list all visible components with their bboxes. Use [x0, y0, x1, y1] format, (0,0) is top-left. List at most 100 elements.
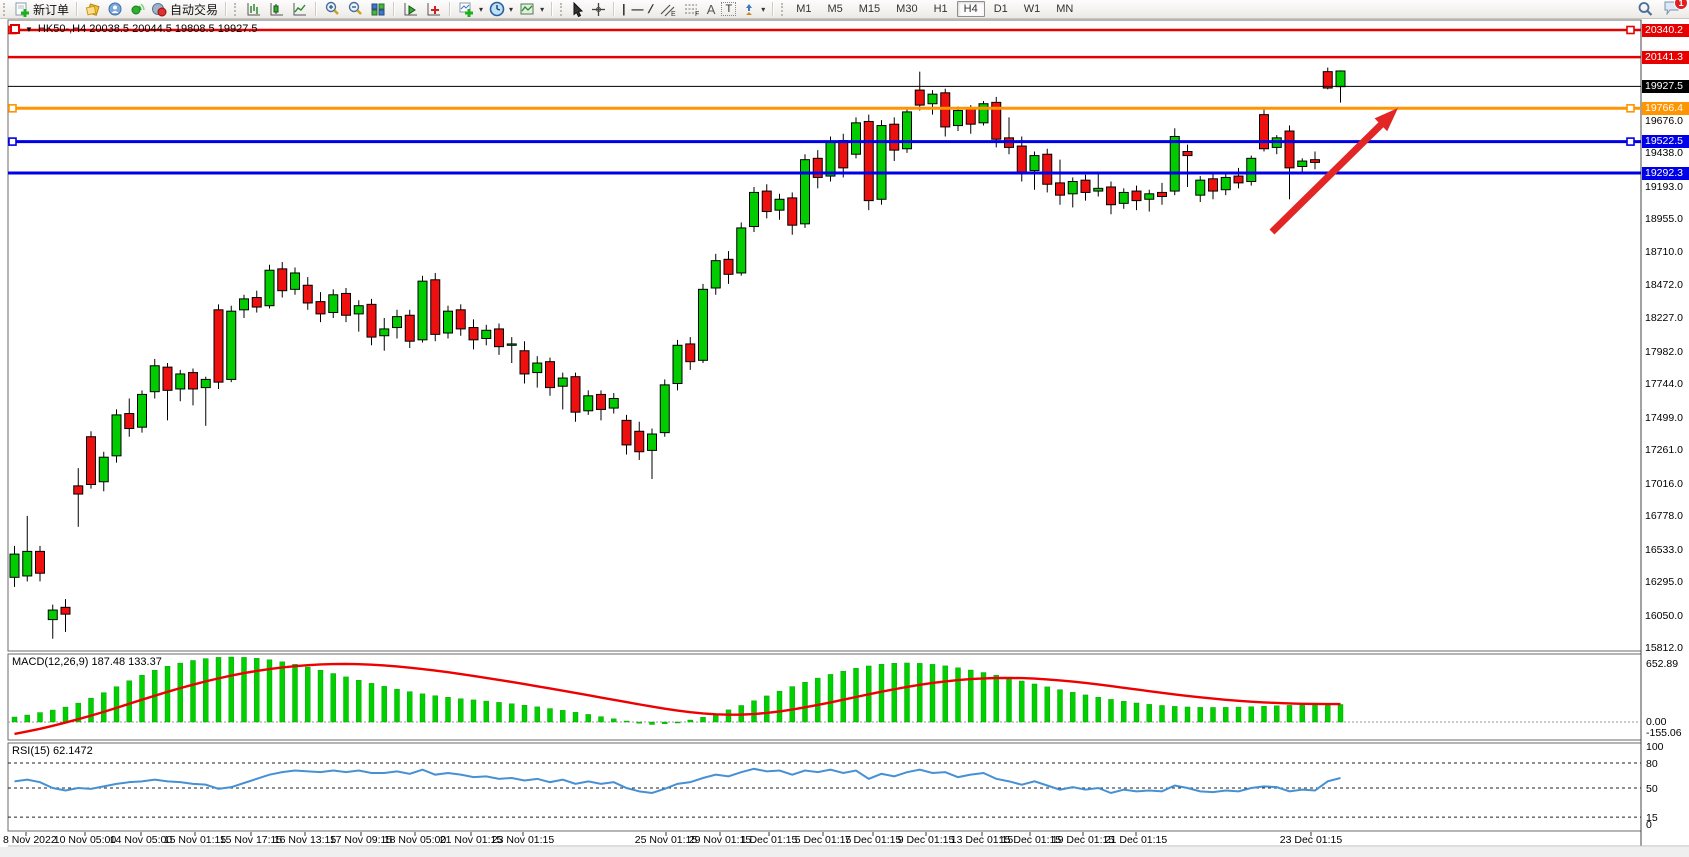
arrows-button[interactable]: ▾ — [739, 1, 768, 17]
market-watch-icon — [85, 2, 100, 16]
autotrade-button[interactable]: 自动交易 — [148, 1, 221, 17]
macd-histogram — [11, 656, 1344, 725]
add-indicator-button[interactable]: ▾ — [455, 1, 486, 17]
timeframe-button-M30[interactable]: M30 — [896, 3, 918, 15]
timeframe-button-M5[interactable]: M5 — [827, 3, 843, 15]
crosshair-button[interactable] — [588, 1, 609, 17]
line-handle-icon[interactable] — [8, 104, 17, 113]
toolbar-grip[interactable] — [234, 2, 239, 16]
line-handle-icon[interactable] — [1626, 104, 1635, 113]
main-toolbar: 新订单 自动交易 — [0, 0, 1689, 19]
timeframe-button-H1[interactable]: H1 — [933, 3, 948, 15]
macd-scale-min: -155.06 — [1646, 727, 1682, 739]
price-badge-20340.2: 20340.2 — [1642, 23, 1689, 37]
market-watch-button[interactable] — [82, 1, 104, 17]
equidistant-channel-button[interactable]: E — [656, 1, 680, 17]
timeframe-button-MN[interactable]: MN — [1056, 3, 1074, 15]
text-button[interactable]: A — [704, 1, 719, 17]
candle — [978, 103, 989, 124]
rsi-panel[interactable] — [7, 742, 1642, 832]
candle — [494, 328, 504, 348]
zoom-in-button[interactable] — [321, 1, 344, 17]
candle — [991, 101, 1002, 140]
toolbar-grip[interactable] — [781, 2, 786, 16]
candle — [698, 288, 708, 361]
toolbar-grip[interactable] — [560, 2, 565, 16]
candle — [1335, 70, 1346, 88]
candle — [481, 329, 492, 339]
candle — [200, 378, 211, 389]
chevron-down-icon: ▾ — [761, 4, 766, 14]
price-tick-label: 19193.0 — [1645, 180, 1683, 193]
candle — [417, 280, 428, 341]
line-handle-icon[interactable] — [8, 137, 17, 146]
candle — [749, 191, 759, 228]
new-window-icon — [427, 2, 441, 15]
timeframe-button-W1[interactable]: W1 — [1023, 3, 1041, 15]
time-axis-label: 15 Dec 01:15 — [998, 834, 1062, 846]
hline-handle-icon[interactable] — [10, 24, 20, 34]
timeframe-button-H4[interactable]: H4 — [956, 1, 985, 17]
new-order-button[interactable]: 新订单 — [11, 1, 72, 17]
new-window-button[interactable] — [422, 1, 445, 17]
main-price-panel[interactable] — [7, 19, 1642, 652]
time-axis-label: 23 Dec 01:15 — [1279, 834, 1343, 846]
bottom-scroll-strip[interactable] — [0, 847, 1689, 857]
zoom-out-icon — [348, 1, 362, 15]
candle — [111, 414, 122, 457]
price-badge-19927.5: 19927.5 — [1642, 79, 1689, 93]
candle — [315, 301, 326, 315]
time-axis-label: 18 Nov 05:00 — [383, 834, 447, 846]
trend-arrow-annotation[interactable] — [1269, 115, 1391, 235]
horizontal-line-button[interactable]: — — [628, 1, 646, 17]
timeframe-button-M15[interactable]: M15 — [858, 3, 881, 15]
tile-windows-button[interactable] — [367, 1, 389, 17]
line-chart-button[interactable] — [288, 1, 311, 17]
candle — [1042, 153, 1053, 185]
zoom-out-button[interactable] — [344, 1, 367, 17]
toolbar-separator — [449, 2, 452, 16]
time-axis-label: 9 Dec 01:15 — [897, 834, 955, 846]
vertical-line-button[interactable]: | — [619, 1, 628, 17]
indicator-list-button[interactable] — [399, 1, 422, 17]
line-handle-icon[interactable] — [1626, 137, 1635, 146]
price-tick-label: 18472.0 — [1645, 278, 1683, 291]
trendline-button[interactable]: / — [646, 1, 655, 17]
timeframe-button-M1[interactable]: M1 — [796, 3, 812, 15]
candle — [902, 111, 912, 150]
candle — [710, 260, 721, 289]
price-badge-20141.3: 20141.3 — [1642, 50, 1689, 64]
candle — [443, 310, 453, 334]
candle — [621, 419, 632, 446]
fibonacci-button[interactable]: F — [680, 1, 704, 17]
rsi-scale-50: 50 — [1646, 783, 1658, 795]
candle — [47, 609, 58, 621]
time-axis-label: 25 Nov 01:15 — [634, 834, 698, 846]
autotrade-icon — [152, 2, 167, 16]
text-label-icon: T — [721, 2, 737, 16]
candle — [1016, 145, 1027, 173]
line-chart-icon — [293, 2, 307, 15]
search-icon[interactable] — [1637, 1, 1653, 17]
bar-chart-button[interactable] — [242, 1, 265, 17]
templates-button[interactable]: ▾ — [516, 1, 547, 17]
macd-scale-zero: 0.00 — [1646, 716, 1667, 728]
candlestick-chart-button[interactable] — [265, 1, 288, 17]
cursor-button[interactable] — [568, 1, 588, 17]
chevron-down-icon[interactable]: ▼ — [25, 24, 33, 34]
notifications-button[interactable]: 1 — [1663, 0, 1688, 18]
candle — [149, 365, 160, 393]
toolbar-grip[interactable] — [3, 2, 8, 16]
candle — [73, 485, 84, 495]
price-tick-label: 18955.0 — [1645, 213, 1683, 226]
navigator-button[interactable] — [104, 1, 126, 17]
candle — [647, 433, 657, 451]
text-label-button[interactable]: T — [718, 1, 739, 17]
macd-panel[interactable] — [7, 653, 1642, 741]
line-handle-icon[interactable] — [1626, 25, 1635, 35]
candle — [1067, 181, 1078, 195]
periods-button[interactable]: ▾ — [486, 1, 516, 17]
timeframe-button-D1[interactable]: D1 — [993, 3, 1008, 15]
signals-button[interactable] — [126, 1, 148, 17]
